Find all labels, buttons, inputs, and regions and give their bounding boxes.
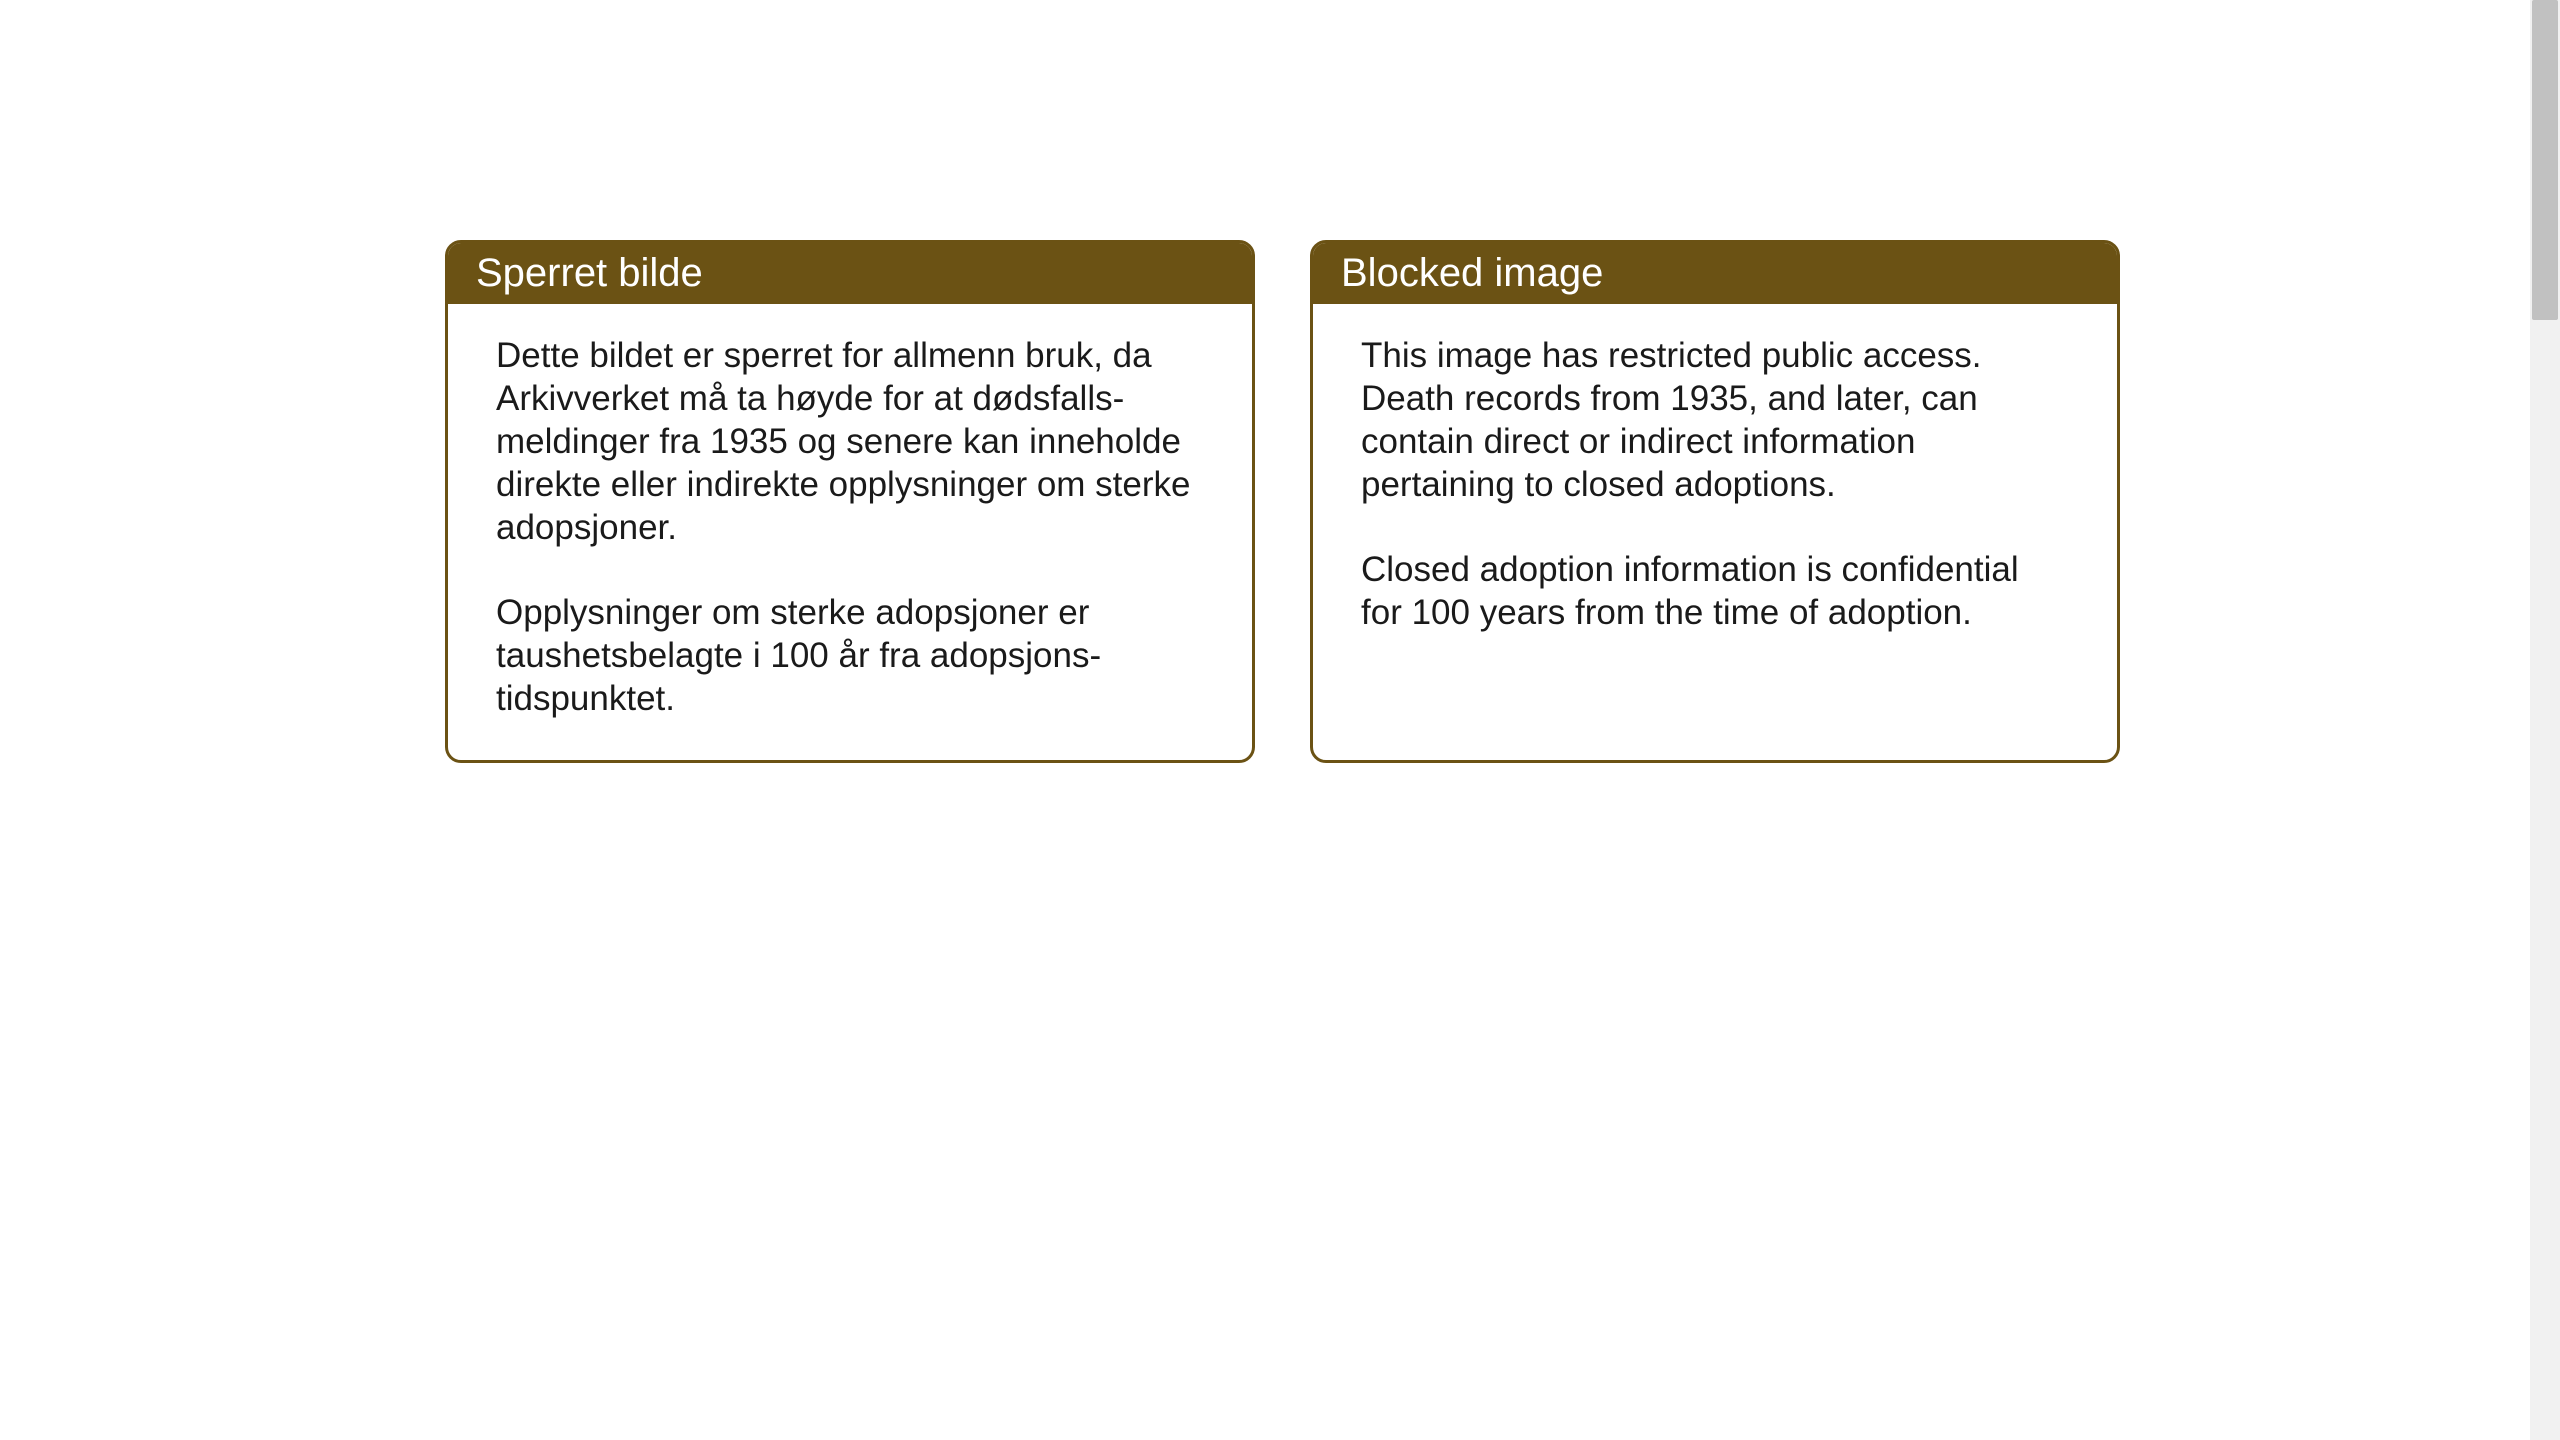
notice-paragraph-1-english: This image has restricted public access.… [1361, 334, 2069, 506]
notice-body-english: This image has restricted public access.… [1313, 304, 2117, 674]
notice-container: Sperret bilde Dette bildet er sperret fo… [445, 240, 2120, 763]
notice-paragraph-1-norwegian: Dette bildet er sperret for allmenn bruk… [496, 334, 1204, 549]
scrollbar-thumb[interactable] [2532, 0, 2558, 320]
notice-title-norwegian: Sperret bilde [476, 251, 703, 295]
notice-card-norwegian: Sperret bilde Dette bildet er sperret fo… [445, 240, 1255, 763]
notice-header-english: Blocked image [1313, 243, 2117, 304]
notice-paragraph-2-norwegian: Opplysninger om sterke adopsjoner er tau… [496, 591, 1204, 720]
notice-title-english: Blocked image [1341, 251, 1603, 295]
scrollbar-track[interactable] [2530, 0, 2560, 1440]
notice-header-norwegian: Sperret bilde [448, 243, 1252, 304]
notice-paragraph-2-english: Closed adoption information is confident… [1361, 548, 2069, 634]
notice-card-english: Blocked image This image has restricted … [1310, 240, 2120, 763]
notice-body-norwegian: Dette bildet er sperret for allmenn bruk… [448, 304, 1252, 760]
